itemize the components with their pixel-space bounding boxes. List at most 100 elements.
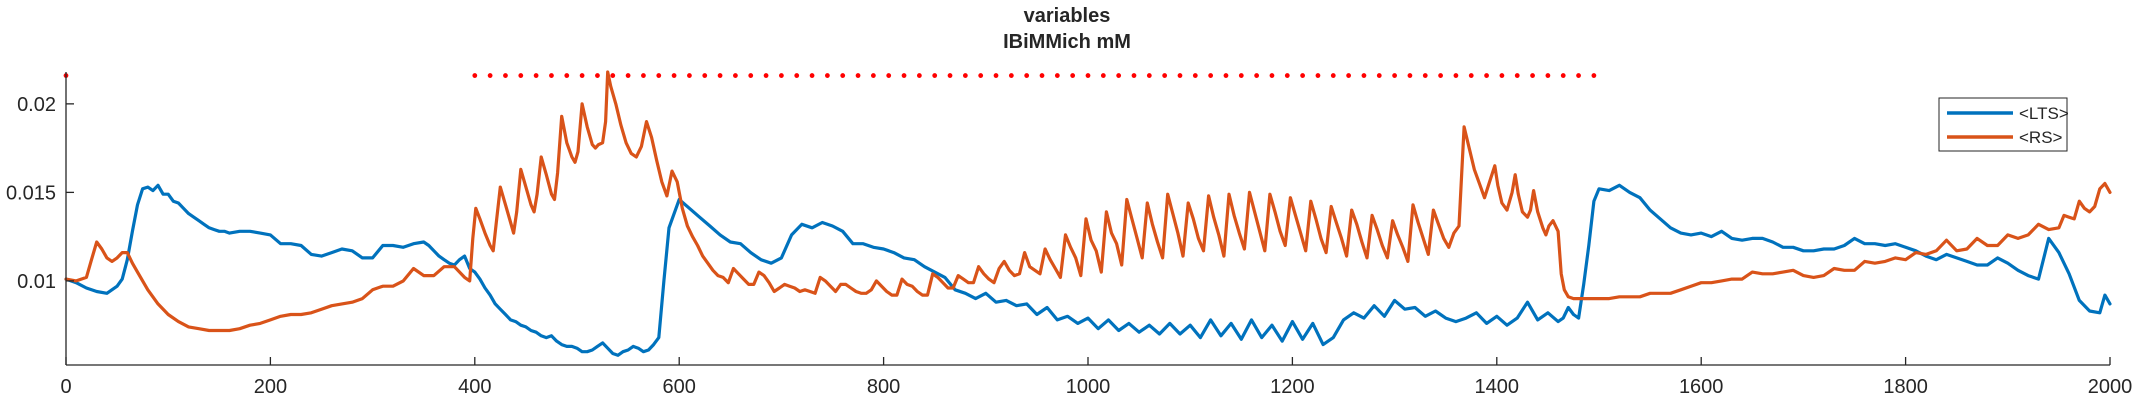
marker-dot: [962, 73, 968, 78]
marker-dot: [1438, 73, 1443, 78]
legend: <LTS> <RS>: [1938, 97, 2069, 152]
marker-dot: [1346, 73, 1352, 78]
marker-dot: [1376, 73, 1382, 78]
marker-dot: [1254, 73, 1260, 78]
marker-dot: [503, 73, 508, 78]
marker-dot: [1131, 73, 1137, 78]
marker-dot: [1453, 73, 1459, 78]
marker-dot: [824, 73, 830, 78]
marker-dot: [993, 73, 999, 78]
legend-box: [1938, 97, 2068, 152]
marker-dot: [1300, 73, 1306, 78]
marker-dot: [748, 73, 754, 78]
chart-subtitle: IBiMMich mM: [1003, 31, 1131, 53]
chart-title: variables: [1024, 5, 1111, 27]
marker-dot: [1591, 73, 1597, 78]
x-tick-label: 600: [663, 376, 696, 398]
marker-dot: [595, 73, 600, 78]
marker-dot: [1223, 73, 1229, 78]
marker-dot: [1085, 73, 1091, 78]
marker-dot: [518, 73, 524, 78]
series-lines: [64, 70, 2112, 357]
marker-dot: [947, 73, 953, 78]
marker-dot: [1576, 73, 1581, 78]
marker-dot: [625, 73, 631, 78]
marker-dot: [1330, 73, 1336, 78]
plot-area: 0 200 400 600 800 1000 1200 1400 1600 1800 2000 0.…: [6, 70, 2132, 398]
marker-dot: [1545, 73, 1551, 78]
marker-dot: [1284, 73, 1290, 78]
marker-dot: [794, 73, 800, 78]
marker-dot: [1070, 73, 1076, 78]
marker-dot: [1146, 73, 1152, 78]
x-tick-label: 1400: [1475, 376, 1520, 398]
marker-dot: [1054, 73, 1060, 78]
marker-dot: [1192, 73, 1198, 78]
marker-dot: [1361, 73, 1367, 78]
marker-dot: [487, 73, 493, 78]
y-tick-label: 0.015: [6, 182, 56, 204]
marker-dot: [870, 73, 876, 78]
marker-dot: [533, 73, 539, 78]
marker-dot: [855, 73, 861, 78]
marker-dot: [564, 73, 570, 78]
marker-dot: [1238, 73, 1244, 78]
x-tick-label: 1000: [1066, 376, 1111, 398]
marker-dot: [1499, 73, 1505, 78]
x-tick-label: 800: [867, 376, 900, 398]
x-tick-label: 1800: [1883, 376, 1928, 398]
marker-dot: [1024, 73, 1030, 78]
marker-dot: [916, 73, 922, 78]
marker-dot: [1407, 73, 1413, 78]
marker-dot: [978, 73, 984, 78]
x-tick-label: 0: [60, 376, 71, 398]
marker-dot: [610, 73, 616, 78]
series-line-rs: [64, 70, 2112, 333]
marker-dot: [886, 73, 892, 78]
marker-dot: [1100, 73, 1106, 78]
marker-dot: [932, 73, 938, 78]
marker-dot: [1162, 73, 1168, 78]
marker-dot: [1008, 73, 1014, 78]
marker-dot: [1530, 73, 1535, 78]
x-axis-ticks: 0 200 400 600 800 1000 1200 1400 1600 1800 2000: [60, 357, 2132, 398]
marker-dot: [901, 73, 907, 78]
marker-dot: [656, 73, 662, 78]
marker-dot: [702, 73, 708, 78]
y-axis-ticks: 0.01 0.015 0.02: [6, 94, 74, 293]
marker-dot: [687, 73, 692, 78]
marker-dot: [1208, 73, 1214, 78]
y-tick-label: 0.02: [17, 94, 56, 116]
legend-label-rs: <RS>: [2019, 128, 2063, 147]
y-tick-label: 0.01: [17, 271, 56, 293]
marker-dot: [763, 73, 769, 78]
marker-dot: [1514, 73, 1520, 78]
marker-dot: [579, 73, 585, 78]
marker-dot: [809, 73, 815, 78]
x-tick-label: 1200: [1270, 376, 1315, 398]
marker-dot: [840, 73, 846, 78]
marker-dot: [779, 73, 784, 78]
marker-dot: [472, 73, 478, 78]
marker-dot: [1116, 73, 1122, 78]
marker-dot: [1422, 73, 1428, 78]
marker-dot: [1484, 73, 1489, 78]
marker-dot: [1039, 73, 1045, 78]
marker-dot: [1269, 73, 1275, 78]
marker-dot: [671, 73, 677, 78]
legend-label-lts: <LTS>: [2019, 104, 2069, 123]
marker-dot: [1468, 73, 1474, 78]
marker-dot: [1315, 73, 1321, 78]
marker-dot: [549, 73, 554, 78]
marker-dot: [733, 73, 738, 78]
x-tick-label: 1600: [1679, 376, 1724, 398]
marker-dot: [641, 73, 646, 78]
x-tick-label: 200: [254, 376, 287, 398]
marker-dot: [717, 73, 723, 78]
x-tick-label: 400: [458, 376, 491, 398]
marker-dot: [1392, 73, 1397, 78]
x-tick-label: 2000: [2088, 376, 2133, 398]
marker-dot: [1560, 73, 1566, 78]
marker-dot: [1177, 73, 1183, 78]
